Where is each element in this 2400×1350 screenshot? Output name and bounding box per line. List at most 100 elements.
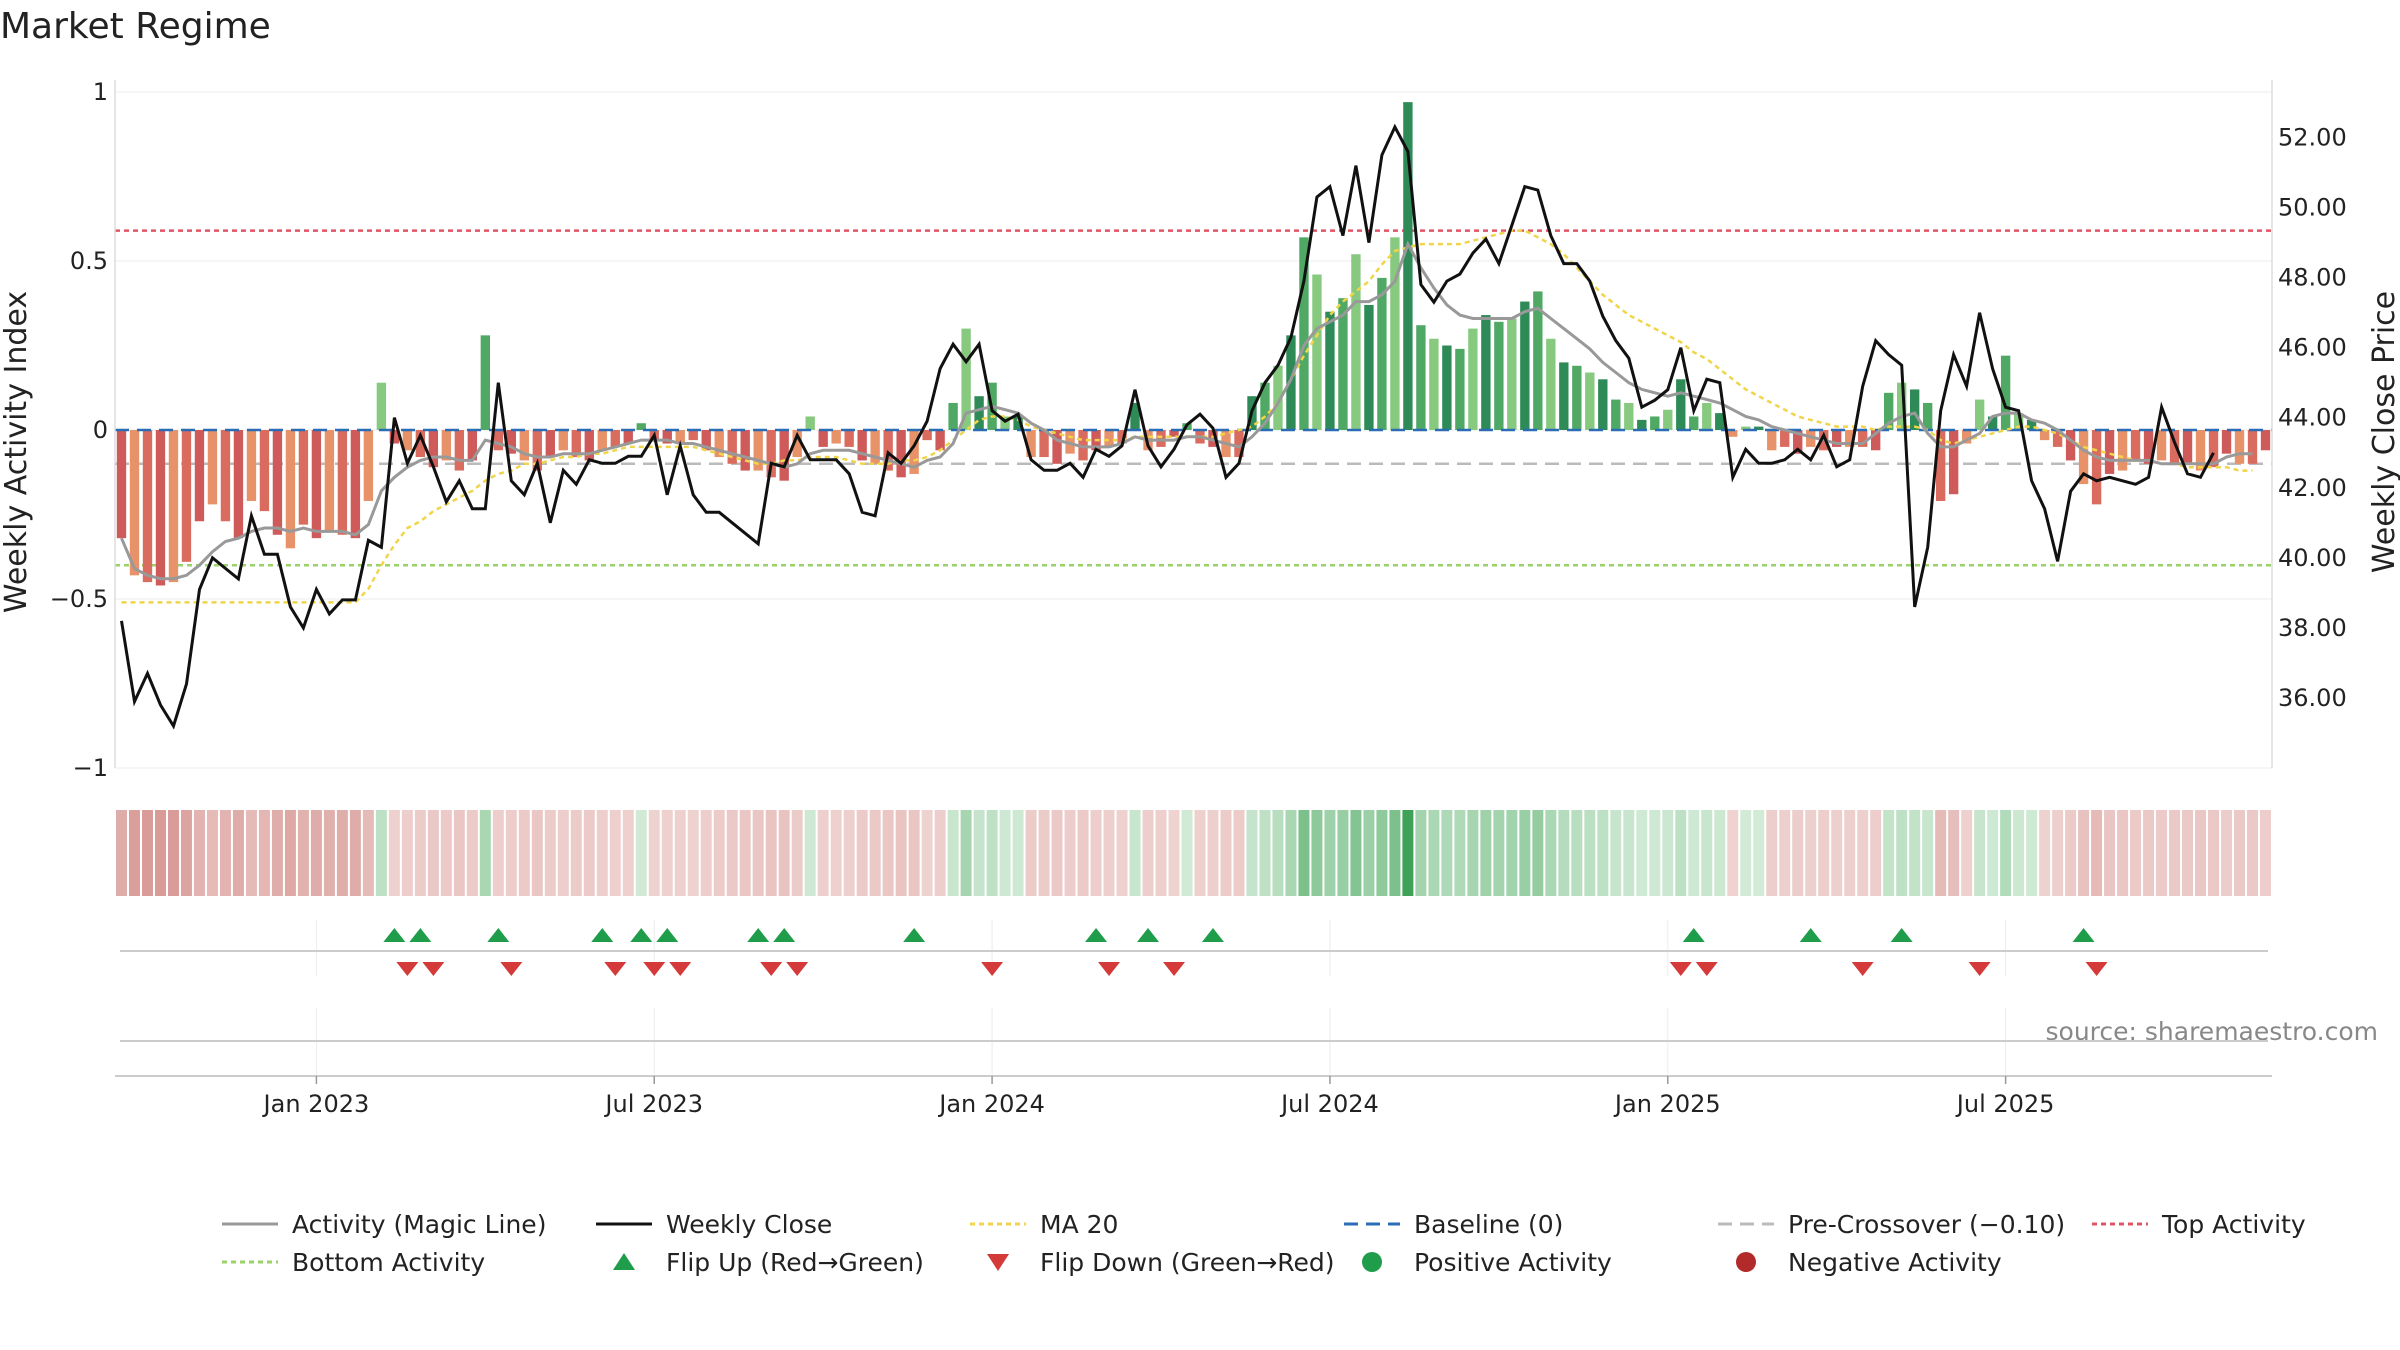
heat-cell [2195, 810, 2207, 896]
heat-cell [2130, 810, 2142, 896]
heat-cell [336, 810, 348, 896]
heat-cell [1064, 810, 1076, 896]
heat-cell [323, 810, 335, 896]
heat-cell [1571, 810, 1583, 896]
heat-cell [116, 810, 127, 896]
activity-bar [532, 430, 542, 471]
heat-cell [804, 810, 816, 896]
legend-label: Flip Down (Green→Red) [1040, 1248, 1335, 1277]
legend-swatch [613, 1253, 635, 1270]
activity-bar [1806, 430, 1816, 447]
heat-cell [2065, 810, 2077, 896]
heat-cell [427, 810, 439, 896]
heat-cell [622, 810, 634, 896]
heat-cell [1181, 810, 1193, 896]
activity-bar [1767, 430, 1777, 451]
heat-cell [674, 810, 686, 896]
heat-cell [1012, 810, 1024, 896]
heat-cell [1168, 810, 1180, 896]
flip-up-marker [773, 928, 796, 942]
activity-bar [155, 430, 166, 586]
y-tick-label: −1 [73, 754, 108, 782]
heat-cell [1038, 810, 1050, 896]
legend-label: Weekly Close [666, 1210, 832, 1239]
heat-cell [1623, 810, 1635, 896]
activity-bar [1728, 430, 1738, 437]
activity-bar [1935, 430, 1946, 501]
y-tick-label: −0.5 [50, 585, 108, 613]
activity-bar [1689, 416, 1699, 430]
activity-bar [506, 430, 516, 454]
heat-cell [713, 810, 725, 896]
heat-cell [1259, 810, 1271, 896]
heat-cell [1688, 810, 1700, 896]
activity-bar [1078, 430, 1088, 461]
heat-cell [1948, 810, 1960, 896]
heat-cell [583, 810, 595, 896]
heat-cell [1896, 810, 1908, 896]
legend-label: MA 20 [1040, 1210, 1118, 1239]
activity-bar [1117, 430, 1127, 444]
activity-bar [2052, 430, 2063, 447]
heat-cell [2169, 810, 2181, 896]
heat-cell [1532, 810, 1544, 896]
heat-cell [349, 810, 361, 896]
heat-cell [1675, 810, 1687, 896]
heat-cell [609, 810, 621, 896]
heat-cell [1415, 810, 1427, 896]
heat-cell [128, 810, 140, 896]
heat-cell [1545, 810, 1557, 896]
heat-cell [1701, 810, 1713, 896]
y-tick-label: 0.5 [70, 247, 108, 275]
heat-cell [2247, 810, 2259, 896]
flip-up-marker [656, 928, 679, 942]
activity-bar [1312, 274, 1322, 430]
heat-cell [1467, 810, 1479, 896]
activity-bar [1961, 430, 1972, 444]
heat-cell [1961, 810, 1973, 896]
activity-bar [1429, 338, 1439, 430]
heat-cell [1142, 810, 1154, 896]
heat-cell [1285, 810, 1297, 896]
activity-bar [1507, 318, 1517, 430]
heat-cell [1857, 810, 1869, 896]
activity-bar [883, 430, 893, 471]
heat-cell [141, 810, 153, 896]
activity-bar [1780, 430, 1790, 447]
flip-down-marker [1163, 962, 1186, 976]
heat-cell [1792, 810, 1804, 896]
heat-cell [1610, 810, 1622, 896]
activity-bar [2039, 430, 2050, 441]
heat-cell [908, 810, 920, 896]
activity-bar [207, 430, 218, 505]
heat-cell [1987, 810, 1999, 896]
activity-bar [415, 430, 426, 458]
heat-cell [2208, 810, 2220, 896]
heat-cell [1974, 810, 1986, 896]
x-tick-label: Jul 2023 [603, 1090, 703, 1118]
heat-cell [895, 810, 907, 896]
activity-bar [1896, 382, 1907, 430]
activity-bar [2078, 430, 2089, 485]
activity-bar [2195, 430, 2206, 471]
heat-cell [1194, 810, 1206, 896]
activity-bar [1637, 419, 1647, 430]
heat-cell [1584, 810, 1596, 896]
heat-cell [1597, 810, 1609, 896]
heat-cell [2078, 810, 2090, 896]
activity-bar [1260, 382, 1270, 430]
heat-cell [1909, 810, 1921, 896]
heat-cell [869, 810, 881, 896]
x-tick-label: Jan 2024 [937, 1090, 1045, 1118]
heat-cell [271, 810, 283, 896]
flip-up-marker [1085, 928, 1108, 942]
activity-bar [974, 396, 984, 430]
heat-cell [687, 810, 699, 896]
activity-bar [220, 430, 231, 522]
flip-up-marker [409, 928, 432, 942]
activity-bar [2156, 430, 2167, 461]
flip-down-marker [760, 962, 783, 976]
activity-bar [1624, 402, 1634, 430]
activity-bar [2091, 430, 2102, 505]
